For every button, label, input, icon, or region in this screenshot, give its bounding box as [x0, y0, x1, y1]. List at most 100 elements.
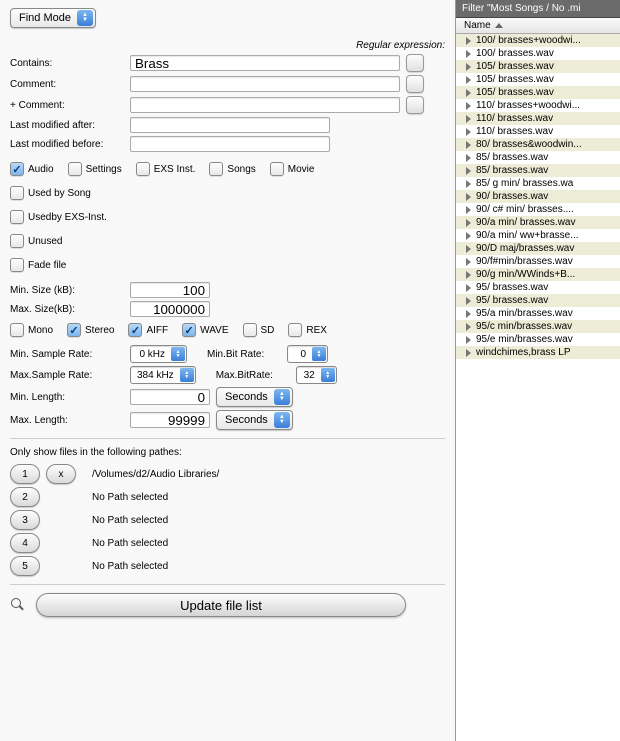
file-row[interactable]: 100/ brasses+woodwi...	[456, 34, 620, 47]
file-name: 105/ brasses.wav	[476, 74, 554, 85]
disclosure-triangle-icon	[466, 193, 471, 201]
file-row[interactable]: 110/ brasses.wav	[456, 112, 620, 125]
file-row[interactable]: 90/D maj/brasses.wav	[456, 242, 620, 255]
path-text: No Path selected	[92, 515, 168, 526]
disclosure-triangle-icon	[466, 76, 471, 84]
settings-checkbox[interactable]	[68, 162, 82, 176]
file-row[interactable]: 85/ g min/ brasses.wa	[456, 177, 620, 190]
settings-label: Settings	[86, 164, 122, 175]
comment-input[interactable]	[130, 76, 400, 92]
pluscomment-label: + Comment:	[10, 100, 130, 111]
file-row[interactable]: 90/f#min/brasses.wav	[456, 255, 620, 268]
file-name: 90/D maj/brasses.wav	[476, 243, 574, 254]
name-column-header[interactable]: Name	[456, 18, 620, 34]
mono-label: Mono	[28, 325, 53, 336]
path-slot-button[interactable]: 3	[10, 510, 40, 530]
wave-checkbox[interactable]	[182, 323, 196, 337]
file-name: 90/ brasses.wav	[476, 191, 548, 202]
file-row[interactable]: 95/c min/brasses.wav	[456, 320, 620, 333]
songs-checkbox[interactable]	[209, 162, 223, 176]
maxlen-input[interactable]	[130, 412, 210, 428]
file-row[interactable]: windchimes,brass LP	[456, 346, 620, 359]
file-row[interactable]: 105/ brasses.wav	[456, 86, 620, 99]
file-row[interactable]: 95/ brasses.wav	[456, 294, 620, 307]
file-row[interactable]: 90/g min/WWinds+B...	[456, 268, 620, 281]
pluscomment-regex-button[interactable]	[406, 96, 424, 114]
file-name: 110/ brasses.wav	[476, 113, 553, 124]
file-name: 90/ c# min/ brasses....	[476, 204, 574, 215]
file-name: 95/c min/brasses.wav	[476, 321, 572, 332]
minbr-spinner[interactable]: 0▲▼	[287, 345, 328, 363]
file-row[interactable]: 80/ brasses&woodwin...	[456, 138, 620, 151]
path-text: No Path selected	[92, 538, 168, 549]
path-row: 4 No Path selected	[10, 533, 445, 553]
path-slot-button[interactable]: 2	[10, 487, 40, 507]
aiff-label: AIFF	[146, 325, 168, 336]
path-text: /Volumes/d2/Audio Libraries/	[92, 469, 219, 480]
file-name: windchimes,brass LP	[476, 347, 570, 358]
file-row[interactable]: 110/ brasses.wav	[456, 125, 620, 138]
find-mode-select[interactable]: Find Mode ▲▼	[10, 8, 96, 28]
file-row[interactable]: 100/ brasses.wav	[456, 47, 620, 60]
path-text: No Path selected	[92, 561, 168, 572]
stereo-label: Stereo	[85, 325, 114, 336]
comment-regex-button[interactable]	[406, 75, 424, 93]
contains-input[interactable]	[130, 55, 400, 71]
disclosure-triangle-icon	[466, 141, 471, 149]
maxbr-spinner[interactable]: 32▲▼	[296, 366, 337, 384]
file-row[interactable]: 90/ brasses.wav	[456, 190, 620, 203]
disclosure-triangle-icon	[466, 349, 471, 357]
file-row[interactable]: 90/a min/ ww+brasse...	[456, 229, 620, 242]
file-row[interactable]: 90/ c# min/ brasses....	[456, 203, 620, 216]
minlen-unit-select[interactable]: Seconds▲▼	[216, 387, 293, 407]
update-file-list-button[interactable]: Update file list	[36, 593, 406, 617]
lastbefore-input[interactable]	[130, 136, 330, 152]
pluscomment-input[interactable]	[130, 97, 400, 113]
unused-checkbox[interactable]	[10, 234, 24, 248]
maxlen-unit-select[interactable]: Seconds▲▼	[216, 410, 293, 430]
path-clear-button[interactable]: x	[46, 464, 76, 484]
chevron-updown-icon: ▲▼	[274, 389, 290, 405]
contains-regex-button[interactable]	[406, 54, 424, 72]
file-name: 85/ g min/ brasses.wa	[476, 178, 573, 189]
sort-asc-icon	[495, 23, 503, 28]
fadefile-label: Fade file	[28, 260, 66, 271]
movie-checkbox[interactable]	[270, 162, 284, 176]
exsinst-checkbox[interactable]	[136, 162, 150, 176]
rex-checkbox[interactable]	[288, 323, 302, 337]
file-row[interactable]: 110/ brasses+woodwi...	[456, 99, 620, 112]
file-row[interactable]: 105/ brasses.wav	[456, 60, 620, 73]
file-row[interactable]: 95/a min/brasses.wav	[456, 307, 620, 320]
disclosure-triangle-icon	[466, 102, 471, 110]
minsize-label: Min. Size (kB):	[10, 285, 130, 296]
file-row[interactable]: 95/ brasses.wav	[456, 281, 620, 294]
file-name: 110/ brasses+woodwi...	[476, 100, 580, 111]
file-name: 90/f#min/brasses.wav	[476, 256, 573, 267]
maxsr-label: Max.Sample Rate:	[10, 370, 130, 381]
maxsr-spinner[interactable]: 384 kHz▲▼	[130, 366, 196, 384]
file-row[interactable]: 85/ brasses.wav	[456, 151, 620, 164]
lastafter-input[interactable]	[130, 117, 330, 133]
file-row[interactable]: 105/ brasses.wav	[456, 73, 620, 86]
stereo-checkbox[interactable]	[67, 323, 81, 337]
minlen-input[interactable]	[130, 389, 210, 405]
minsize-input[interactable]	[130, 282, 210, 298]
minsr-spinner[interactable]: 0 kHz▲▼	[130, 345, 187, 363]
usedbysong-checkbox[interactable]	[10, 186, 24, 200]
file-row[interactable]: 85/ brasses.wav	[456, 164, 620, 177]
maxsize-input[interactable]	[130, 301, 210, 317]
fadefile-checkbox[interactable]	[10, 258, 24, 272]
usedbyexs-checkbox[interactable]	[10, 210, 24, 224]
path-slot-button[interactable]: 1	[10, 464, 40, 484]
chevron-updown-icon: ▲▼	[77, 10, 93, 26]
aiff-checkbox[interactable]	[128, 323, 142, 337]
mono-checkbox[interactable]	[10, 323, 24, 337]
file-name: 100/ brasses.wav	[476, 48, 554, 59]
path-slot-button[interactable]: 4	[10, 533, 40, 553]
audio-checkbox[interactable]	[10, 162, 24, 176]
path-slot-button[interactable]: 5	[10, 556, 40, 576]
sd-checkbox[interactable]	[243, 323, 257, 337]
disclosure-triangle-icon	[466, 310, 471, 318]
file-row[interactable]: 90/a min/ brasses.wav	[456, 216, 620, 229]
file-row[interactable]: 95/e min/brasses.wav	[456, 333, 620, 346]
